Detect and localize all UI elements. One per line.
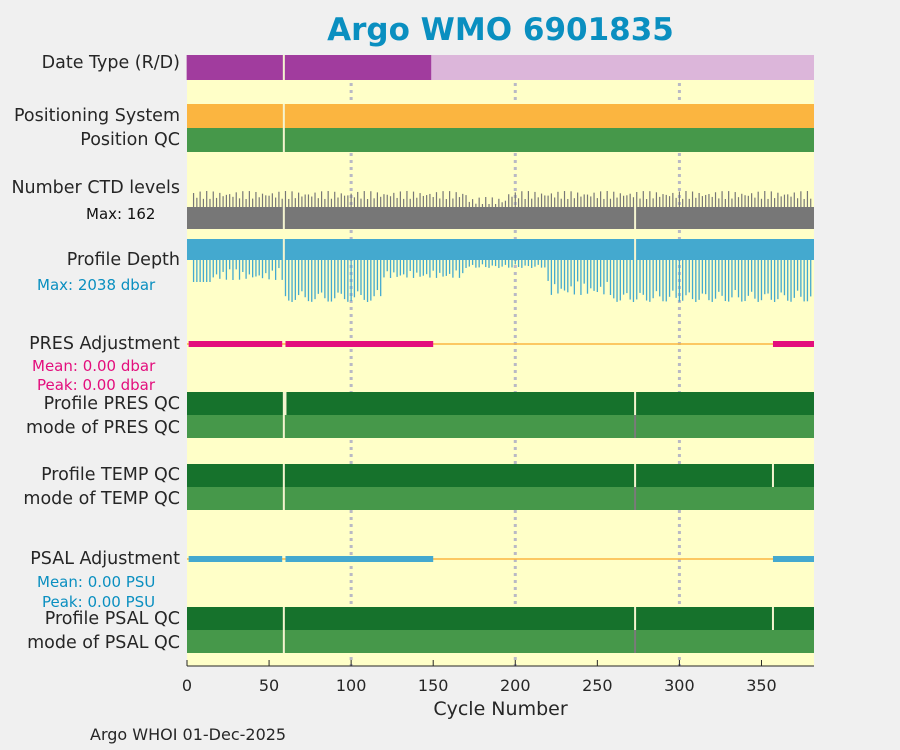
profile-depth-label: Profile Depth <box>66 250 180 270</box>
mode-psal-qc-label: mode of PSAL QC <box>27 633 180 653</box>
profile-pres-qc-bar <box>187 392 814 415</box>
profile-psal-qc-bar <box>187 607 814 630</box>
pres-mean-label: Mean: 0.00 dbar <box>32 357 156 375</box>
profile-temp-qc-label: Profile TEMP QC <box>41 465 180 485</box>
chart-title: Argo WMO 6901835 <box>327 12 674 48</box>
ctd-max-label: Max: 162 <box>86 205 156 223</box>
position-qc-bar <box>187 128 814 152</box>
mode-pres-qc-label: mode of PRES QC <box>25 418 180 438</box>
psal-adjustment-label: PSAL Adjustment <box>30 549 180 569</box>
x-tick-label: 50 <box>259 676 279 695</box>
pres-adjustment-bar <box>188 341 283 347</box>
x-tick-label: 150 <box>418 676 449 695</box>
psal-mean-label: Mean: 0.00 PSU <box>37 573 156 591</box>
mode-temp-qc-label: mode of TEMP QC <box>23 489 180 509</box>
position-qc-label: Position QC <box>80 130 180 150</box>
psal-peak-label: Peak: 0.00 PSU <box>42 593 156 611</box>
ctd-levels-label: Number CTD levels <box>11 178 180 198</box>
x-tick-label: 250 <box>582 676 613 695</box>
depth-max-label: Max: 2038 dbar <box>37 276 156 294</box>
x-tick-label: 300 <box>664 676 695 695</box>
psal-adjustment-bar <box>772 556 814 562</box>
pres-adjustment-label: PRES Adjustment <box>29 334 180 354</box>
ctd-levels-base-bar <box>187 207 814 229</box>
mode-pres-qc-bar <box>187 415 814 438</box>
mode-psal-qc-bar <box>187 630 814 653</box>
date-type-delayed-bar <box>431 55 814 80</box>
positioning-system-bar <box>187 104 814 128</box>
x-axis-label: Cycle Number <box>433 698 568 720</box>
profile-pres-qc-label: Profile PRES QC <box>43 394 180 414</box>
psal-adjustment-bar <box>285 556 434 562</box>
pres-adjustment-bar <box>285 341 434 347</box>
date-type-label: Date Type (R/D) <box>41 53 180 73</box>
x-tick-label: 100 <box>336 676 367 695</box>
plot-background <box>187 55 814 666</box>
x-tick-label: 200 <box>500 676 531 695</box>
profile-temp-qc-bar <box>187 464 814 487</box>
profile-depth-base-bar <box>187 239 814 260</box>
psal-adjustment-bar <box>188 556 283 562</box>
pres-peak-label: Peak: 0.00 dbar <box>37 376 156 394</box>
date-type-realtime-bar <box>186 55 434 80</box>
mode-temp-qc-bar <box>187 487 814 510</box>
x-tick-label: 0 <box>182 676 192 695</box>
profile-psal-qc-label: Profile PSAL QC <box>44 609 180 629</box>
positioning-system-label: Positioning System <box>13 106 180 126</box>
x-tick-label: 350 <box>746 676 777 695</box>
footer-credit: Argo WHOI 01-Dec-2025 <box>90 725 287 744</box>
pres-adjustment-bar <box>772 341 814 347</box>
